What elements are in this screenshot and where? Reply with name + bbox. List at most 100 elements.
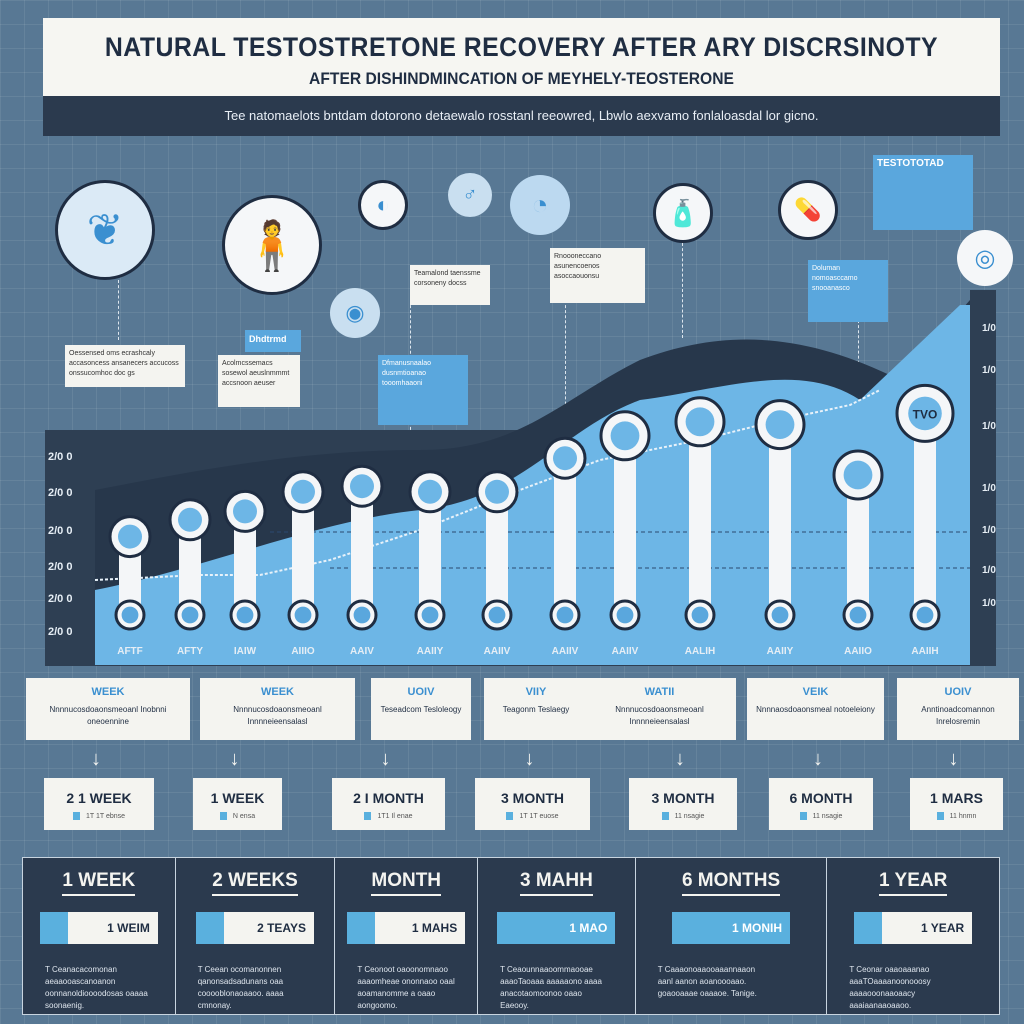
bar-top-icon-inner bbox=[843, 460, 873, 490]
connector-line bbox=[682, 243, 683, 338]
y-axis-tick-right: 1/0 bbox=[982, 323, 996, 334]
bar-top-icon-inner bbox=[485, 479, 509, 504]
timeline-card-body: Teseadcom Tesloleogy bbox=[380, 705, 462, 714]
recovery-bar bbox=[769, 424, 791, 615]
recovery-bar bbox=[614, 435, 636, 615]
arrow-down-icon: ↓ bbox=[229, 748, 240, 770]
x-axis-label: AAIIY bbox=[766, 646, 794, 657]
bar-top-icon-inner bbox=[178, 507, 202, 532]
timeline-step-sub: 11 nsagie bbox=[812, 812, 843, 820]
recovery-bar bbox=[689, 421, 711, 615]
arrow-down-icon: ↓ bbox=[91, 748, 101, 770]
y-axis-tick-left: 2/0 0 bbox=[48, 451, 73, 463]
timeline-card: VEIK Nnnnaosdoaonsmeal notoeleiony bbox=[747, 678, 884, 740]
summary-title: 6 MONTHS bbox=[681, 870, 781, 896]
arrow-down-icon: ↓ bbox=[675, 748, 685, 770]
y-axis-tick-right: 1/0 bbox=[982, 421, 996, 432]
bar-top-icon-inner bbox=[765, 410, 795, 439]
bar-top-icon-inner bbox=[233, 499, 257, 524]
bar-base-node-inner bbox=[849, 606, 867, 624]
timeline-card-body: Nnnnucosdoaonsmeoanl Inobnni oneoennine bbox=[49, 705, 167, 726]
bar-base-node-inner bbox=[236, 606, 254, 624]
callout-box: TESTOTOTAD bbox=[873, 155, 973, 230]
x-axis-label: AAIIV bbox=[483, 646, 511, 657]
timeline-step-label: 2 I MONTH bbox=[353, 790, 424, 806]
timeline-step-sub: N ensa bbox=[232, 812, 256, 820]
progress-fill bbox=[196, 912, 225, 944]
pie-icon: ◔ bbox=[510, 175, 570, 235]
x-axis-label: IAIW bbox=[233, 646, 257, 657]
legend-swatch-icon bbox=[364, 812, 372, 820]
bar-base-node-inner bbox=[916, 606, 934, 624]
summary-text: T Ceanacacomonan aeaaooascanoanon oonnan… bbox=[45, 965, 148, 1010]
legend-swatch-icon bbox=[799, 812, 807, 820]
page-subtitle: AFTER DISHINDMINCATION OF MEYHELY-TEOSTE… bbox=[309, 69, 734, 88]
bar-badge: TVO bbox=[913, 407, 938, 421]
bar-base-node-inner bbox=[181, 606, 199, 624]
legend-swatch-icon bbox=[661, 812, 669, 820]
callout-box: Dfmanusnaalao dusnmtioanao tooomhaaoni bbox=[378, 355, 468, 425]
summary-value: 1 YEAR bbox=[882, 912, 973, 944]
summary-title: 1 YEAR bbox=[879, 870, 948, 896]
y-axis-tick-left: 2/0 0 bbox=[48, 525, 73, 537]
x-axis-label: AAIIO bbox=[844, 646, 872, 657]
y-axis-tick-right: 1/0 bbox=[982, 525, 996, 536]
recovery-bar bbox=[292, 491, 314, 615]
bar-top-icon-inner bbox=[685, 407, 715, 437]
y-axis-tick-left: 2/0 0 bbox=[48, 593, 73, 605]
timeline-card-head: UOIV bbox=[944, 686, 972, 698]
summary-column: 6 MONTHS 1 MONIH T Caaaonoaaooaaannaaon aa… bbox=[636, 858, 828, 1014]
timeline-card: VIIY Teagonm Teslaegy bbox=[484, 678, 588, 740]
callout-box: Teamalond taenssme corsoneny docss bbox=[410, 265, 490, 305]
recovery-bar bbox=[847, 475, 869, 615]
bar-base-node-inner bbox=[616, 606, 634, 624]
bar-top-icon-inner bbox=[350, 474, 374, 499]
timeline-step: 3 MONTH 1T 1T euose bbox=[475, 778, 590, 830]
recovery-icon: ◎ bbox=[957, 230, 1013, 286]
timeline-card-body: Nnnnaosdoaonsmeal notoeleiony bbox=[756, 705, 875, 714]
timeline-card-head: WEEK bbox=[91, 686, 125, 698]
y-axis-tick-right: 1/0 bbox=[982, 365, 996, 376]
summary-value: 1 MONIH bbox=[700, 912, 791, 944]
timeline-step: 6 MONTH 11 nsagie bbox=[769, 778, 873, 830]
callout-box: Dhdtrmd bbox=[245, 330, 301, 352]
y-axis-tick-left: 2/0 0 bbox=[48, 487, 73, 499]
summary-progress: 2 TEAYS bbox=[196, 912, 315, 944]
callout-box: Oessensed oms ecrashcaly accasoncess ans… bbox=[65, 345, 185, 387]
timeline-step: 3 MONTH 11 nsagie bbox=[629, 778, 737, 830]
timeline-card-head: WEEK bbox=[261, 686, 294, 698]
summary-column: 3 MAHH 1 MAO T Ceaounnaaoommaooae aaaoTaoa… bbox=[478, 858, 636, 1014]
y-axis-tick-right: 1/0 bbox=[982, 483, 996, 494]
timeline-card: WEEK Nnnnucosdoaonsmeoanl Inobnni oneoenn… bbox=[26, 678, 190, 740]
recovery-chart: TVO bbox=[94, 300, 970, 665]
timeline-step-sub: 1T 1T ebnse bbox=[85, 812, 126, 820]
timeline-step-label: 2 1 WEEK bbox=[66, 790, 132, 806]
summary-text: T Ceonar oaaoaaanao aaaTOaaaanoonooosy a… bbox=[849, 965, 931, 1010]
x-axis-label: AAIIH bbox=[911, 646, 939, 657]
timeline-step: 2 I MONTH 1T1 Il enae bbox=[332, 778, 445, 830]
recovery-bar bbox=[419, 491, 441, 615]
x-axis-label: AIIIO bbox=[291, 646, 315, 657]
x-axis-label: AAIIV bbox=[551, 646, 579, 657]
summary-text: T Ceaounnaaoommaooae aaaoTaoaaa aaaaaono… bbox=[500, 965, 602, 1010]
arrow-down-icon: ↓ bbox=[948, 748, 959, 770]
male-body-icon: 🧍 bbox=[222, 195, 322, 295]
timeline-step-label: 3 MONTH bbox=[651, 790, 715, 806]
summary-progress: 1 MAO bbox=[497, 912, 616, 944]
progress-fill bbox=[497, 912, 526, 944]
timeline-card-body: Nnnnucosdoaonsmeoanl Innnneieensalasl bbox=[233, 705, 322, 726]
summary-text: T Ceonoot oaoonomnaoo aaaomheae ononnaoo… bbox=[357, 965, 455, 1010]
pill-icon: 💊 bbox=[778, 180, 838, 240]
bar-top-icon-inner bbox=[610, 421, 640, 451]
timeline-card: WEEK Nnnnucosdoaonsmeoanl Innnneieensalas… bbox=[200, 678, 355, 740]
progress-fill bbox=[39, 912, 68, 944]
recovery-bar bbox=[554, 458, 576, 615]
bottle-icon: 🧴 bbox=[653, 183, 713, 243]
y-axis-tick-left: 2/0 0 bbox=[48, 561, 73, 573]
summary-panel: 1 WEEK 1 WEIM T Ceanacacomonan aeaaooascan… bbox=[22, 857, 1000, 1015]
bar-base-node-inner bbox=[121, 606, 139, 624]
legend-swatch-icon bbox=[72, 812, 80, 820]
connector-line bbox=[565, 300, 566, 440]
summary-column: MONTH 1 MAHS T Ceonoot oaoonomnaoo aaaomhe… bbox=[335, 858, 479, 1014]
bar-top-icon-inner bbox=[908, 396, 942, 431]
